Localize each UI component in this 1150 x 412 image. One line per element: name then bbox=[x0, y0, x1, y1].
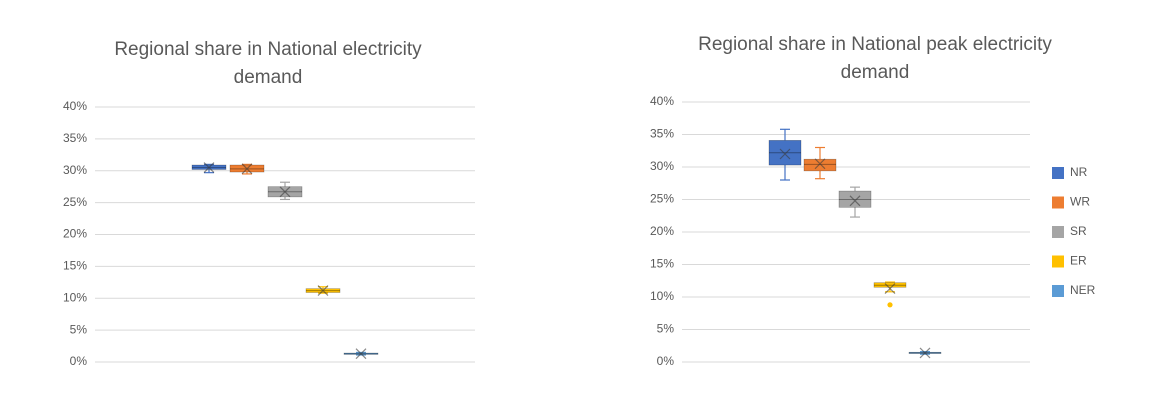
y-tick-label: 40% bbox=[63, 99, 87, 113]
mean-marker bbox=[884, 283, 896, 294]
y-tick-label: 40% bbox=[650, 94, 674, 108]
y-tick-label: 20% bbox=[63, 227, 87, 241]
legend-swatch bbox=[1052, 226, 1064, 238]
mean-marker bbox=[203, 162, 215, 173]
y-tick-label: 0% bbox=[657, 354, 675, 368]
y-tick-label: 15% bbox=[650, 257, 674, 271]
legend-label: ER bbox=[1070, 254, 1087, 268]
mean-marker bbox=[779, 148, 791, 160]
legend-swatch bbox=[1052, 255, 1064, 268]
y-tick-label: 5% bbox=[70, 322, 88, 336]
box bbox=[873, 282, 907, 288]
outlier bbox=[887, 302, 893, 308]
mean-marker bbox=[279, 186, 291, 198]
y-tick-label: 10% bbox=[650, 289, 674, 303]
y-tick-label: 25% bbox=[63, 195, 87, 209]
mean-marker bbox=[317, 285, 329, 297]
mean-marker bbox=[241, 163, 253, 175]
y-tick-label: 5% bbox=[657, 322, 675, 336]
mean-marker bbox=[814, 158, 826, 170]
legend-swatch bbox=[1052, 285, 1064, 297]
mean-marker bbox=[919, 347, 931, 359]
legend-swatch bbox=[1052, 167, 1064, 179]
box bbox=[803, 158, 837, 172]
y-tick-label: 35% bbox=[650, 127, 674, 141]
y-tick-label: 20% bbox=[650, 224, 674, 238]
y-tick-label: 0% bbox=[70, 354, 88, 368]
y-tick-label: 30% bbox=[650, 159, 674, 173]
mean-marker bbox=[355, 348, 367, 360]
y-tick-label: 10% bbox=[63, 290, 87, 304]
y-tick-label: 25% bbox=[650, 192, 674, 206]
legend-label: NER bbox=[1070, 283, 1096, 297]
y-tick-label: 30% bbox=[63, 163, 87, 177]
box bbox=[838, 190, 872, 208]
box bbox=[768, 140, 802, 166]
legend-label: SR bbox=[1070, 224, 1087, 238]
mean-marker bbox=[849, 195, 861, 207]
legend-swatch bbox=[1052, 196, 1064, 209]
legend-label: WR bbox=[1070, 195, 1090, 209]
legend-label: NR bbox=[1070, 165, 1088, 179]
y-tick-label: 35% bbox=[63, 131, 87, 145]
chart-title: Regional share in National electricity d… bbox=[114, 39, 422, 88]
chart-title: Regional share in National peak electric… bbox=[698, 34, 1052, 83]
y-tick-label: 15% bbox=[63, 259, 87, 273]
